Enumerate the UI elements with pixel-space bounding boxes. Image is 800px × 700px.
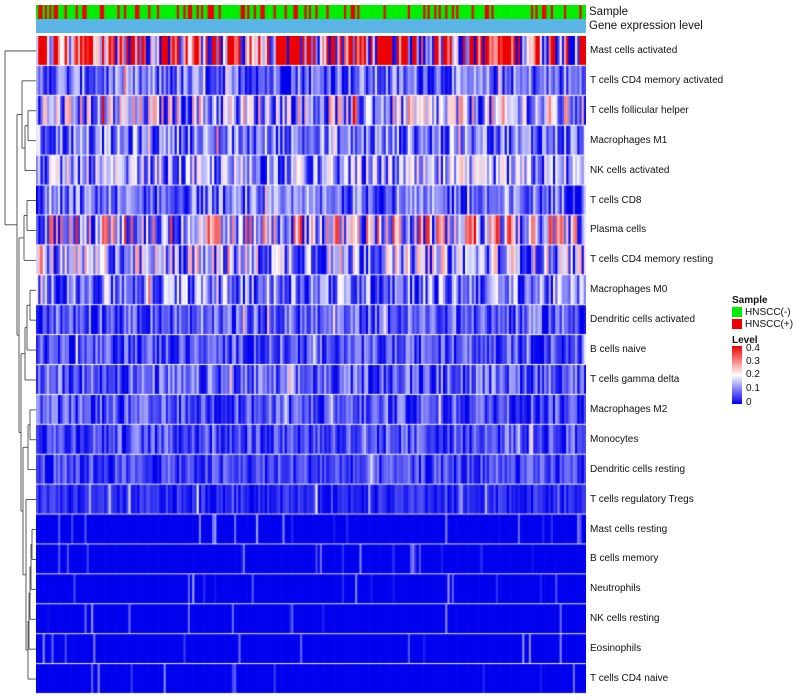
- sample-annotation-bar: [36, 5, 586, 19]
- level-color-bar: [732, 346, 742, 404]
- row-label-mast-cells-resting: Mast cells resting: [590, 523, 668, 535]
- row-label-t-cells-follicular-helper: T cells follicular helper: [590, 104, 689, 116]
- level-tick-0: 0: [746, 397, 752, 408]
- sample-track-label: Sample: [589, 6, 628, 18]
- row-label-macrophages-m1: Macrophages M1: [590, 134, 668, 146]
- level-legend-title: Level: [732, 335, 758, 346]
- row-label-dendritic-cells-resting: Dendritic cells resting: [590, 463, 686, 475]
- row-label-neutrophils: Neutrophils: [590, 583, 641, 595]
- heatmap-cells: [36, 36, 586, 694]
- legend-label-hnscc-pos: HNSCC(+): [745, 319, 794, 330]
- row-label-t-cells-gamma-delta: T cells gamma delta: [590, 373, 680, 385]
- level-tick-0.4: 0.4: [746, 343, 760, 354]
- level-tick-0.2: 0.2: [746, 369, 760, 380]
- level-tick-0.1: 0.1: [746, 383, 760, 394]
- row-label-t-cells-cd4-naive: T cells CD4 naive: [590, 673, 669, 685]
- level-tick-0.3: 0.3: [746, 356, 760, 367]
- row-label-monocytes: Monocytes: [590, 433, 639, 445]
- row-label-t-cells-cd8: T cells CD8: [590, 194, 642, 206]
- gene-expression-annotation-bar: [36, 19, 586, 33]
- legend-key-hnscc-neg: [732, 307, 742, 317]
- row-label-nk-cells-resting: NK cells resting: [590, 613, 660, 625]
- row-label-b-cells-naive: B cells naive: [590, 344, 647, 356]
- row-label-macrophages-m0: Macrophages M0: [590, 284, 668, 296]
- row-label-dendritic-cells-activated: Dendritic cells activated: [590, 314, 696, 326]
- row-label-eosinophils: Eosinophils: [590, 643, 642, 655]
- legend-key-hnscc-pos: [732, 319, 742, 329]
- row-dendrogram: [4, 50, 36, 680]
- legend-label-hnscc-neg: HNSCC(-): [745, 307, 791, 318]
- row-label-nk-cells-activated: NK cells activated: [590, 164, 670, 176]
- row-label-mast-cells-activated: Mast cells activated: [590, 44, 678, 56]
- row-label-b-cells-memory: B cells memory: [590, 553, 659, 565]
- gene-expression-track-label: Gene expression level: [589, 20, 703, 32]
- row-label-t-cells-cd4-memory-resting: T cells CD4 memory resting: [590, 254, 714, 266]
- row-label-t-cells-cd4-memory-activated: T cells CD4 memory activated: [590, 74, 724, 86]
- row-label-plasma-cells: Plasma cells: [590, 224, 647, 236]
- row-label-t-cells-regulatory-tregs: T cells regulatory Tregs: [590, 493, 694, 505]
- sample-legend-title: Sample: [732, 295, 768, 306]
- row-label-macrophages-m2: Macrophages M2: [590, 403, 668, 415]
